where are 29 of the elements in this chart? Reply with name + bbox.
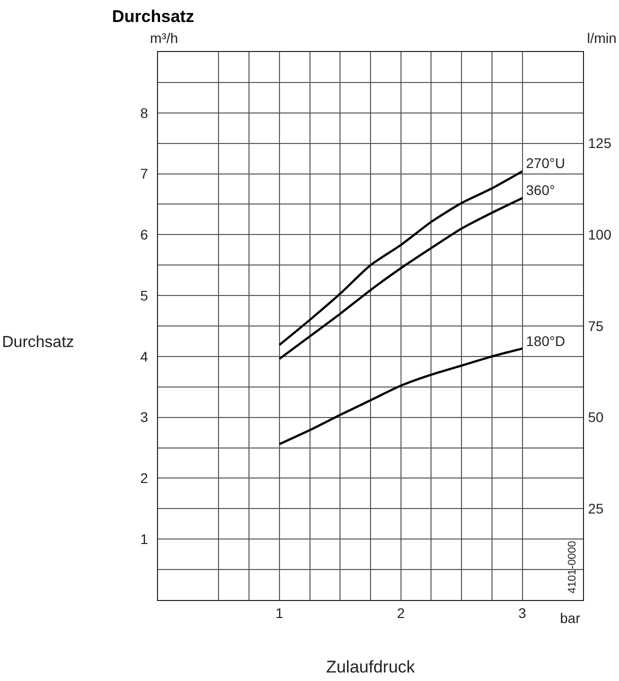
y-tick-label: 1 — [140, 531, 148, 548]
y2-axis-title: l/min — [587, 30, 617, 46]
y2-tick-label: 25 — [588, 500, 604, 517]
text: bar — [560, 610, 581, 626]
y2-tick-label: 50 — [588, 409, 604, 426]
x-tick-label: 3 — [518, 604, 526, 621]
text: m³/h — [150, 30, 178, 46]
x-axis-title: Zulaufdruck — [326, 657, 416, 676]
y-tick-label: 2 — [140, 470, 148, 486]
y-tick-label: 3 — [140, 409, 148, 426]
line-series — [278, 197, 524, 360]
y-tick-label: 6 — [140, 226, 148, 243]
line-series — [278, 170, 524, 346]
series-label: 360° — [526, 182, 555, 198]
y2-tick-label: 75 — [588, 318, 604, 334]
annotation: 4101-0000 — [566, 540, 578, 594]
y2-tick-label: 125 — [588, 135, 612, 152]
series-label: 270°U — [526, 155, 566, 171]
y-tick-label: 8 — [140, 104, 148, 121]
y-tick-label: 4 — [140, 348, 148, 364]
x-tick-label: 2 — [396, 604, 405, 621]
y-tick-label: 5 — [140, 287, 148, 304]
line-series — [278, 347, 524, 446]
y-axis-title: Durchsatz — [2, 334, 74, 351]
y-tick-label: 7 — [140, 166, 148, 182]
series-label: 180°D — [526, 333, 566, 349]
chart-title: Durchsatz — [112, 7, 194, 26]
y2-tick-label: 100 — [588, 226, 612, 243]
x-tick-label: 1 — [276, 604, 284, 621]
